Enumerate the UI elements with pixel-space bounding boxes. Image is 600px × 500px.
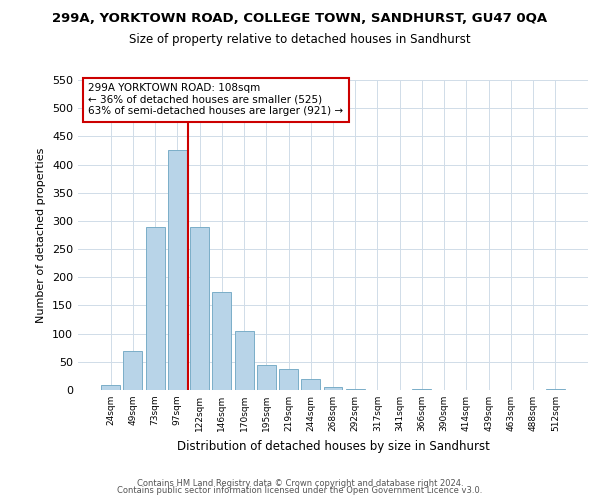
- Bar: [146, 226, 164, 390]
- Bar: [190, 226, 209, 390]
- Bar: [168, 150, 187, 390]
- Bar: [257, 365, 276, 390]
- Bar: [301, 378, 320, 390]
- Text: Size of property relative to detached houses in Sandhurst: Size of property relative to detached ho…: [129, 32, 471, 46]
- X-axis label: Distribution of detached houses by size in Sandhurst: Distribution of detached houses by size …: [176, 440, 490, 452]
- Bar: [235, 331, 254, 390]
- Bar: [323, 387, 343, 390]
- Bar: [124, 350, 142, 390]
- Bar: [101, 386, 120, 390]
- Bar: [279, 368, 298, 390]
- Y-axis label: Number of detached properties: Number of detached properties: [37, 148, 46, 322]
- Bar: [212, 292, 231, 390]
- Text: 299A YORKTOWN ROAD: 108sqm
← 36% of detached houses are smaller (525)
63% of sem: 299A YORKTOWN ROAD: 108sqm ← 36% of deta…: [88, 83, 343, 116]
- Text: Contains HM Land Registry data © Crown copyright and database right 2024.: Contains HM Land Registry data © Crown c…: [137, 478, 463, 488]
- Text: Contains public sector information licensed under the Open Government Licence v3: Contains public sector information licen…: [118, 486, 482, 495]
- Text: 299A, YORKTOWN ROAD, COLLEGE TOWN, SANDHURST, GU47 0QA: 299A, YORKTOWN ROAD, COLLEGE TOWN, SANDH…: [52, 12, 548, 26]
